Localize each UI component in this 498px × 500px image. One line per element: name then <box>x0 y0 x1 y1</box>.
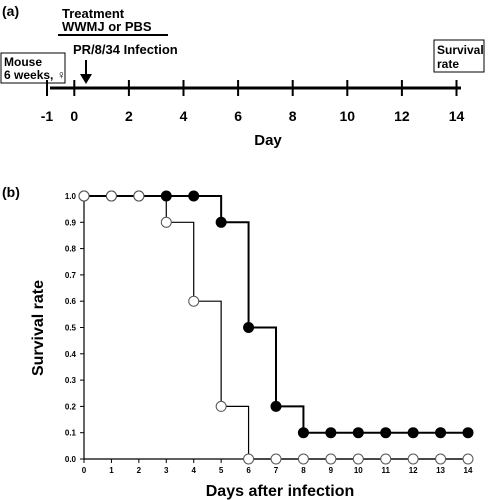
x-tick-label: 4 <box>191 466 196 475</box>
x-tick-label: 14 <box>464 466 473 475</box>
y-axis-ticks: 0.0 0.1 0.2 0.3 0.4 0.5 0.6 0.7 0.8 0.9 1.0 <box>65 192 84 464</box>
data-point-open <box>215 400 227 412</box>
timeline-tick-label: 10 <box>340 108 356 124</box>
y-tick-label: 0.0 <box>65 455 77 464</box>
timeline-tick-label: 4 <box>180 108 188 124</box>
data-point-filled <box>352 427 364 439</box>
survival-chart: (b) 0.0 0.1 0.2 0.3 0.4 0.5 0.6 0.7 0.8 0.9 1.0 0 1… <box>2 184 474 500</box>
timeline-tick-label: 8 <box>289 108 297 124</box>
x-tick-label: 0 <box>82 466 87 475</box>
y-tick-label: 0.4 <box>65 350 77 359</box>
data-point-open <box>243 453 255 465</box>
mouse-label-line2: 6 weeks, ♀ <box>4 68 66 82</box>
x-tick-label: 8 <box>301 466 306 475</box>
data-point-filled <box>188 190 200 202</box>
data-point-filled <box>462 427 474 439</box>
y-axis-title: Survival rate <box>30 280 47 376</box>
x-tick-label: 11 <box>381 466 390 475</box>
timeline-tick-label: 14 <box>449 108 465 124</box>
series-points <box>78 190 474 465</box>
data-point-open <box>270 453 282 465</box>
y-tick-label: 0.3 <box>65 376 77 385</box>
x-tick-label: 1 <box>109 466 114 475</box>
data-point-open <box>133 190 145 202</box>
data-point-filled <box>297 427 309 439</box>
data-point-filled <box>270 400 282 412</box>
panel-a-label: (a) <box>2 3 19 19</box>
data-point-filled <box>243 322 255 333</box>
y-tick-label: 0.6 <box>65 297 77 306</box>
data-point-open <box>325 453 337 465</box>
y-tick-label: 1.0 <box>65 192 77 201</box>
timeline-axis-label: Day <box>254 132 282 149</box>
data-point-open <box>78 190 90 202</box>
timeline-ticks: -1 0 2 4 6 8 10 12 14 <box>41 80 465 124</box>
y-tick-label: 0.5 <box>65 324 77 333</box>
data-point-open <box>188 295 200 307</box>
survival-box <box>433 39 485 73</box>
data-point-filled <box>325 427 337 439</box>
survival-label-line2: rate <box>437 57 459 71</box>
y-tick-label: 0.7 <box>65 271 77 280</box>
x-tick-label: 5 <box>219 466 224 475</box>
infection-label: PR/8/34 Infection <box>73 42 178 57</box>
timeline-panel: (a) Treatment WWMJ or PBS PR/8/34 Infect… <box>0 3 485 149</box>
x-tick-label: 12 <box>409 466 418 475</box>
data-point-filled <box>380 427 392 439</box>
data-point-filled <box>160 190 172 202</box>
timeline-tick-label: -1 <box>41 108 54 124</box>
infection-arrow-icon <box>80 74 92 84</box>
y-tick-label: 0.2 <box>65 402 77 411</box>
data-point-open <box>462 453 474 465</box>
treatment-title: Treatment <box>62 6 125 21</box>
data-point-filled <box>215 216 227 228</box>
survival-label-line1: Survival <box>437 43 484 57</box>
data-point-open <box>105 190 117 202</box>
data-point-open <box>380 453 392 465</box>
x-axis-title: Days after infection <box>206 483 354 500</box>
treatment-agents: WWMJ or PBS <box>62 19 152 34</box>
timeline-tick-label: 0 <box>70 108 78 124</box>
series-lines <box>84 195 468 460</box>
y-tick-label: 0.8 <box>65 245 77 254</box>
timeline-tick-label: 2 <box>125 108 133 124</box>
mouse-label-line1: Mouse <box>4 55 42 69</box>
x-tick-label: 7 <box>274 466 279 475</box>
y-tick-label: 0.1 <box>65 429 77 438</box>
mouse-box <box>0 52 66 84</box>
data-point-open <box>160 216 172 228</box>
data-point-filled <box>435 427 447 439</box>
x-tick-label: 10 <box>354 466 363 475</box>
data-point-open <box>435 453 447 465</box>
data-point-open <box>297 453 309 465</box>
data-point-filled <box>407 427 419 439</box>
x-tick-label: 9 <box>329 466 334 475</box>
series-line-filled <box>84 195 468 434</box>
panel-b-label: (b) <box>2 184 20 200</box>
x-tick-label: 2 <box>137 466 142 475</box>
data-point-open <box>407 453 419 465</box>
x-tick-label: 3 <box>164 466 169 475</box>
x-tick-label: 6 <box>246 466 251 475</box>
y-tick-label: 0.9 <box>65 218 77 227</box>
timeline-tick-label: 6 <box>234 108 242 124</box>
x-tick-label: 13 <box>436 466 445 475</box>
data-point-open <box>352 453 364 465</box>
timeline-tick-label: 12 <box>394 108 410 124</box>
